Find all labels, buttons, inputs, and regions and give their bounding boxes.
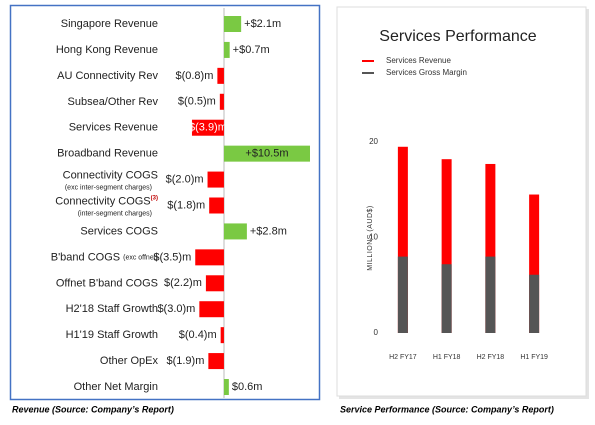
- category-name: Services COGS: [80, 225, 158, 237]
- category-name: Connectivity COGS: [63, 169, 158, 181]
- bar: [207, 171, 224, 188]
- bar: [195, 249, 224, 266]
- bar: [205, 275, 224, 292]
- bar: [441, 159, 452, 333]
- left-panel: [9, 4, 321, 401]
- category-name: Other Net Margin: [74, 381, 158, 393]
- y-tick-label: 10: [369, 233, 378, 242]
- x-tick-label: H1 FY18: [433, 354, 461, 361]
- bar: [485, 163, 496, 333]
- category-label: Offnet B'band COGS: [56, 277, 158, 289]
- bar: [199, 301, 224, 318]
- category-name: Singapore Revenue: [61, 18, 158, 30]
- legend-label: Services Revenue: [386, 56, 451, 65]
- value-label: +$10.5m: [245, 148, 288, 160]
- category-label: Singapore Revenue: [61, 18, 158, 30]
- bar: [529, 274, 540, 333]
- category-label: Services COGS: [80, 225, 158, 237]
- category-note: (inter-segment charges): [78, 210, 152, 217]
- bar: [529, 194, 540, 333]
- category-name: Connectivity COGS: [55, 195, 150, 207]
- category-name: AU Connectivity Rev: [57, 70, 158, 82]
- bar: [223, 145, 310, 162]
- bar: [441, 264, 452, 333]
- category-label: Connectivity COGS(3): [55, 195, 158, 207]
- legend-label: Services Gross Margin: [386, 68, 467, 77]
- bar: [223, 223, 247, 240]
- bar: [485, 256, 496, 333]
- category-name: B'band COGS: [51, 251, 120, 263]
- bar: [208, 353, 224, 370]
- category-note: (exc inter-segment charges): [65, 184, 152, 191]
- y-axis-label: MILLIONS (AUD$): [367, 205, 374, 270]
- category-label: Services Revenue: [69, 122, 158, 134]
- bar: [191, 119, 224, 136]
- category-label: Subsea/Other Rev: [68, 96, 159, 108]
- bar: [397, 146, 408, 333]
- value-label: +$2.1m: [244, 18, 281, 30]
- category-label: Other OpEx: [100, 355, 159, 367]
- value-label: $(0.8)m: [175, 70, 213, 82]
- right-caption: Service Performance (Source: Company’s R…: [340, 404, 554, 414]
- value-label: $(3.5)m: [153, 251, 191, 263]
- bar: [397, 256, 408, 333]
- right-panel: [336, 6, 587, 397]
- x-tick-label: H1 FY19: [520, 354, 548, 361]
- x-tick-label: H2 FY18: [477, 354, 505, 361]
- category-note: (exc offnet): [123, 254, 158, 261]
- bar: [223, 16, 242, 32]
- value-label: $(3.0)m: [157, 303, 195, 315]
- value-label: $(3.9)m: [189, 122, 227, 134]
- value-label: $0.6m: [232, 381, 263, 393]
- category-name: Hong Kong Revenue: [56, 44, 158, 56]
- value-label: $(0.5)m: [178, 96, 216, 108]
- y-tick-label: 20: [369, 137, 378, 146]
- category-label: H1'19 Staff Growth: [66, 329, 158, 341]
- category-label: Hong Kong Revenue: [56, 44, 158, 56]
- chart-title: Services Performance: [379, 28, 536, 45]
- value-label: $(1.9)m: [166, 355, 204, 367]
- value-label: $(2.0)m: [166, 173, 204, 185]
- category-superscript: (3): [151, 195, 158, 201]
- value-label: $(1.8)m: [167, 199, 205, 211]
- value-label: +$0.7m: [233, 44, 270, 56]
- category-name: Other OpEx: [100, 355, 159, 367]
- category-name: H2'18 Staff Growth: [66, 303, 158, 315]
- bar: [220, 327, 224, 344]
- bar: [223, 41, 230, 58]
- category-label: Broadband Revenue: [57, 148, 158, 160]
- left-caption: Revenue (Source: Company’s Report): [12, 404, 174, 414]
- value-label: $(0.4)m: [179, 329, 217, 341]
- bar: [219, 93, 224, 110]
- category-label: AU Connectivity Rev: [57, 70, 158, 82]
- category-name: H1'19 Staff Growth: [66, 329, 158, 341]
- category-label: B'band COGS (exc offnet): [51, 251, 158, 263]
- bar: [223, 379, 229, 395]
- category-name: Offnet B'band COGS: [56, 277, 158, 289]
- category-name: Broadband Revenue: [57, 148, 158, 160]
- y-tick-label: 0: [374, 328, 379, 337]
- category-name: Services Revenue: [69, 122, 158, 134]
- value-label: +$2.8m: [250, 225, 287, 237]
- category-label: Connectivity COGS: [63, 169, 158, 181]
- category-label: H2'18 Staff Growth: [66, 303, 158, 315]
- value-label: $(2.2)m: [164, 277, 202, 289]
- bar: [217, 67, 224, 84]
- category-name: Subsea/Other Rev: [68, 96, 159, 108]
- category-label: Other Net Margin: [74, 381, 158, 393]
- bar: [209, 197, 224, 214]
- x-tick-label: H2 FY17: [389, 354, 417, 361]
